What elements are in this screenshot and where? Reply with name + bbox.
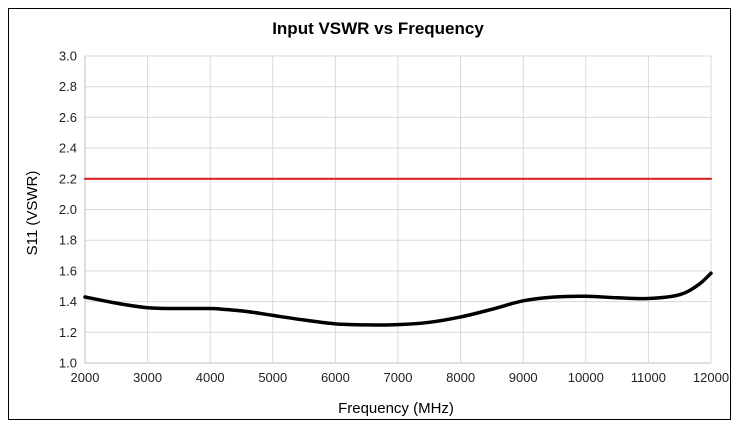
chart-title: Input VSWR vs Frequency <box>272 19 484 38</box>
x-tick-label: 2000 <box>71 370 100 385</box>
y-tick-label: 1.8 <box>59 233 77 248</box>
y-axis-label: S11 (VSWR) <box>24 171 41 256</box>
y-tick-label: 2.6 <box>59 110 77 125</box>
x-tick-label: 9000 <box>509 370 538 385</box>
x-tick-label: 10000 <box>568 370 604 385</box>
y-tick-label: 1.6 <box>59 263 77 278</box>
x-tick-label: 7000 <box>384 370 413 385</box>
x-tick-label: 3000 <box>133 370 162 385</box>
x-tick-label: 5000 <box>258 370 287 385</box>
vswr-series-line <box>83 271 713 327</box>
y-tick-label: 2.2 <box>59 171 77 186</box>
y-tick-label: 1.4 <box>59 294 77 309</box>
x-tick-label: 4000 <box>196 370 225 385</box>
grid <box>84 55 712 364</box>
y-tick-label: 2.0 <box>59 202 77 217</box>
y-tick-label: 3.0 <box>59 49 77 64</box>
tick-labels: 1.0 1.2 1.4 1.6 1.8 2.0 2.2 2.4 2.6 2.8 3.0 2000 300… <box>59 49 729 386</box>
y-tick-label: 1.2 <box>59 325 77 340</box>
x-tick-label: 6000 <box>321 370 350 385</box>
y-tick-label: 2.4 <box>59 141 77 156</box>
series-layer <box>83 177 713 327</box>
chart-frame <box>8 8 731 420</box>
x-tick-label: 12000 <box>693 370 729 385</box>
y-tick-label: 2.8 <box>59 79 77 94</box>
y-tick-label: 1.0 <box>59 356 77 371</box>
x-axis-label: Frequency (MHz) <box>338 400 454 417</box>
axes <box>84 56 711 364</box>
x-tick-label: 8000 <box>446 370 475 385</box>
x-tick-label: 11000 <box>631 370 666 385</box>
